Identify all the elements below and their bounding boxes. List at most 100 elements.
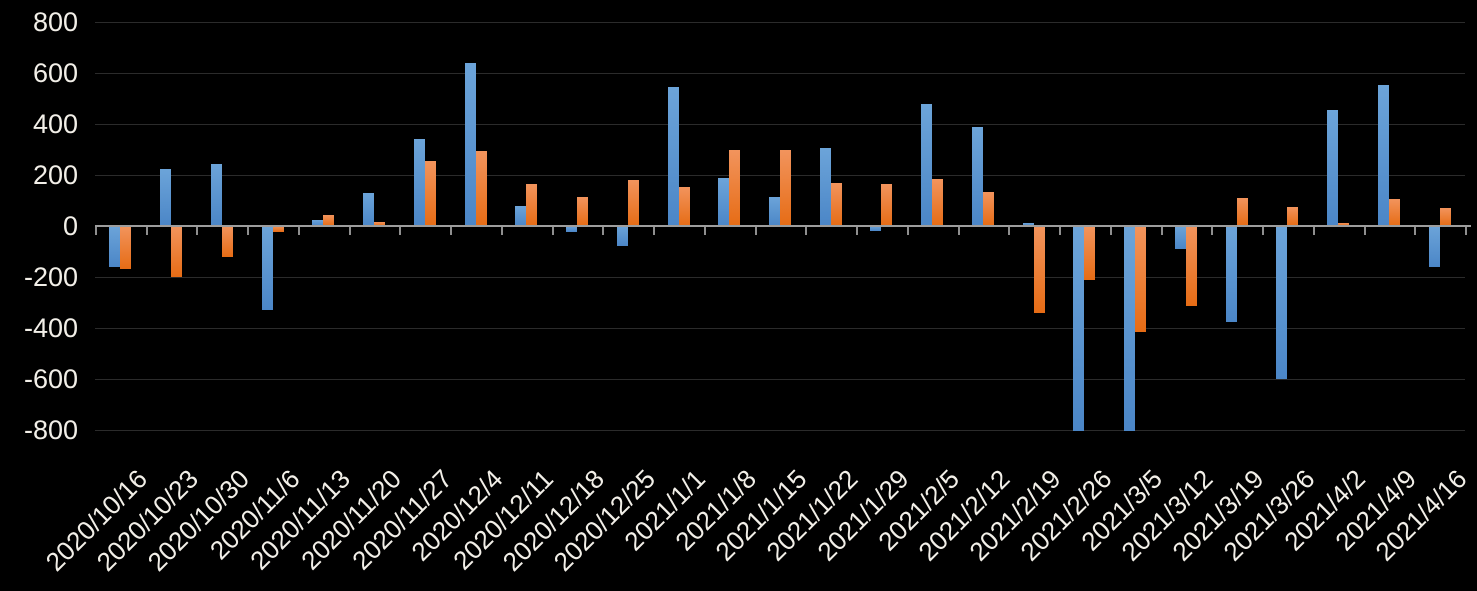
bar-orange-series-2021/2/26[interactable] (1084, 226, 1095, 280)
gridline (95, 430, 1465, 431)
bar-blue-series-2021/3/26[interactable] (1276, 226, 1287, 379)
bar-orange-series-2020/12/11[interactable] (526, 183, 537, 226)
bar-blue-series-2021/4/9[interactable] (1378, 84, 1389, 226)
bar-blue-series-2020/12/11[interactable] (515, 205, 526, 226)
y-axis-tick-label: -800 (23, 415, 78, 445)
x-axis-tick (805, 227, 807, 235)
y-axis-tick-label: -200 (23, 262, 78, 292)
x-axis-tick (501, 227, 503, 235)
bar-blue-series-2020/12/18[interactable] (566, 226, 577, 233)
bar-orange-series-2020/12/25[interactable] (628, 180, 639, 226)
x-axis-tick (1211, 227, 1213, 235)
bar-blue-series-2021/1/8[interactable] (718, 177, 729, 227)
gridline (95, 73, 1465, 74)
y-axis-tick-label: 400 (32, 109, 78, 139)
bar-orange-series-2021/1/22[interactable] (831, 182, 842, 227)
bar-blue-series-2021/3/5[interactable] (1124, 226, 1135, 432)
bar-blue-series-2020/12/4[interactable] (465, 62, 476, 226)
gridline (95, 124, 1465, 125)
bar-blue-series-2020/11/6[interactable] (262, 226, 273, 311)
bar-blue-series-2021/4/2[interactable] (1327, 110, 1338, 226)
x-axis-tick (95, 227, 97, 235)
x-axis-tick (1414, 227, 1416, 235)
x-axis-tick (247, 227, 249, 235)
bar-blue-series-2020/11/13[interactable] (312, 219, 323, 226)
bar-blue-series-2021/1/1[interactable] (668, 87, 679, 226)
bar-blue-series-2021/2/26[interactable] (1073, 226, 1084, 432)
bar-orange-series-2020/10/16[interactable] (120, 226, 131, 270)
x-axis-tick (704, 227, 706, 235)
x-axis-tick (552, 227, 554, 235)
y-axis-tick-label: 200 (32, 160, 78, 190)
bar-orange-series-2021/3/5[interactable] (1135, 226, 1146, 332)
x-axis-tick (958, 227, 960, 235)
x-axis-tick (1059, 227, 1061, 235)
bar-blue-series-2021/4/16[interactable] (1429, 226, 1440, 267)
bar-blue-series-2020/11/27[interactable] (414, 139, 425, 226)
x-axis-tick (907, 227, 909, 235)
bar-blue-series-2021/2/12[interactable] (972, 126, 983, 226)
bar-orange-series-2020/11/6[interactable] (273, 226, 284, 233)
bar-blue-series-2021/3/19[interactable] (1226, 226, 1237, 322)
x-axis-tick (653, 227, 655, 235)
gridline (95, 328, 1465, 329)
bar-orange-series-2020/12/18[interactable] (577, 196, 588, 226)
bar-orange-series-2021/2/12[interactable] (983, 191, 994, 226)
gridline (95, 379, 1465, 380)
bar-orange-series-2020/10/23[interactable] (171, 226, 182, 277)
bar-orange-series-2021/1/1[interactable] (679, 186, 690, 226)
x-axis-tick (1313, 227, 1315, 235)
x-axis-tick (1008, 227, 1010, 235)
y-axis-tick-label: -600 (23, 364, 78, 394)
bar-orange-series-2021/1/8[interactable] (729, 149, 740, 226)
bar-orange-series-2020/11/20[interactable] (374, 222, 385, 226)
gridline (95, 22, 1465, 23)
x-axis-tick (298, 227, 300, 235)
bar-orange-series-2020/12/4[interactable] (476, 150, 487, 226)
x-axis-tick (602, 227, 604, 235)
bar-blue-series-2020/10/23[interactable] (160, 168, 171, 226)
x-axis-tick (196, 227, 198, 235)
bar-orange-series-2020/11/27[interactable] (425, 161, 436, 226)
x-axis-tick (1364, 227, 1366, 235)
bar-orange-series-2020/10/30[interactable] (222, 226, 233, 257)
x-axis-tick (146, 227, 148, 235)
bar-blue-series-2021/1/22[interactable] (820, 148, 831, 226)
x-axis-tick (1161, 227, 1163, 235)
bar-blue-series-2020/11/20[interactable] (363, 192, 374, 226)
x-axis-tick (1262, 227, 1264, 235)
y-axis-tick-label: 600 (32, 58, 78, 88)
x-axis-tick (399, 227, 401, 235)
bar-orange-series-2021/3/19[interactable] (1237, 197, 1248, 226)
bar-blue-series-2021/2/19[interactable] (1023, 223, 1034, 226)
bar-blue-series-2021/1/15[interactable] (769, 196, 780, 226)
x-axis-tick (755, 227, 757, 235)
bar-orange-series-2021/4/16[interactable] (1440, 208, 1451, 227)
bar-blue-series-2021/3/12[interactable] (1175, 226, 1186, 249)
bar-orange-series-2021/2/19[interactable] (1034, 226, 1045, 313)
bar-orange-series-2021/1/15[interactable] (780, 149, 791, 226)
x-axis-tick (1110, 227, 1112, 235)
x-axis-tick (349, 227, 351, 235)
y-axis-tick-label: -400 (23, 313, 78, 343)
bar-orange-series-2021/4/9[interactable] (1389, 199, 1400, 226)
bar-orange-series-2020/11/13[interactable] (323, 214, 334, 226)
bar-blue-series-2020/12/25[interactable] (617, 226, 628, 247)
bar-blue-series-2020/10/16[interactable] (109, 226, 120, 267)
bar-blue-series-2021/2/5[interactable] (921, 103, 932, 226)
gridline (95, 277, 1465, 278)
x-axis-tick (450, 227, 452, 235)
y-axis-tick-label: 0 (62, 211, 78, 241)
bar-blue-series-2021/1/29[interactable] (870, 226, 881, 232)
bar-orange-series-2021/3/12[interactable] (1186, 226, 1197, 307)
bar-orange-series-2021/4/2[interactable] (1338, 223, 1349, 226)
x-axis-tick (1465, 227, 1467, 235)
bar-orange-series-2021/3/26[interactable] (1287, 206, 1298, 226)
x-axis-line (95, 225, 1471, 227)
bar-blue-series-2020/10/30[interactable] (211, 163, 222, 226)
bar-orange-series-2021/2/5[interactable] (932, 178, 943, 226)
bar-orange-series-2021/1/29[interactable] (881, 183, 892, 226)
x-axis-tick (856, 227, 858, 235)
y-axis-tick-label: 800 (32, 7, 78, 37)
